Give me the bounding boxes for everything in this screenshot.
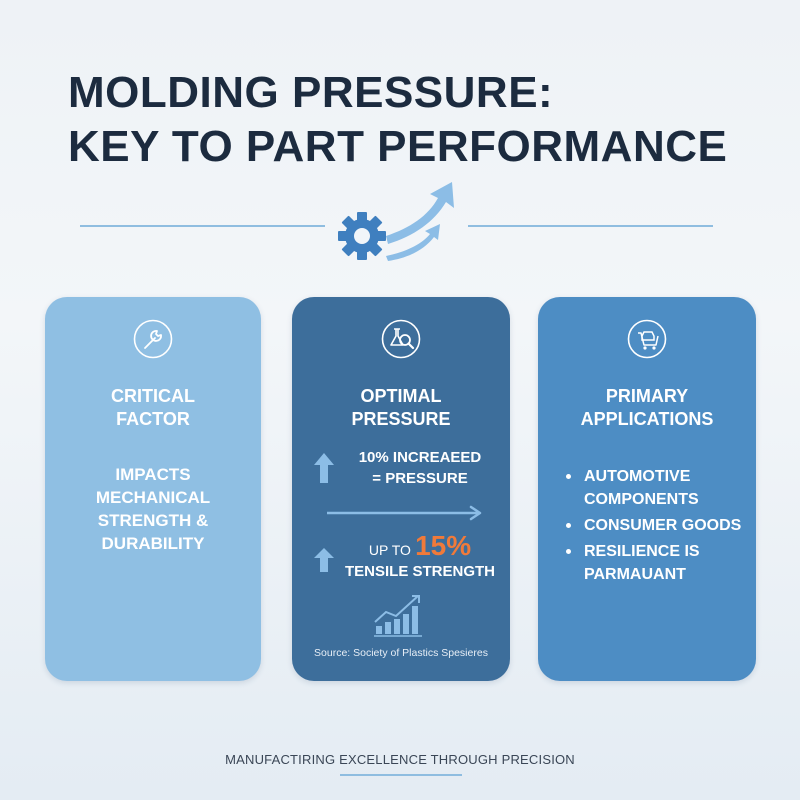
wrench-icon bbox=[133, 319, 173, 359]
card-optimal-pressure: OPTIMAL PRESSURE 10% INCREAEED = PRESSUR… bbox=[292, 297, 510, 681]
title-line-2: KEY TO PART PERFORMANCE bbox=[68, 122, 728, 171]
bar-chart-trend-icon bbox=[374, 595, 422, 637]
flask-magnifier-icon bbox=[381, 319, 421, 359]
gear-with-rising-arrows-icon bbox=[338, 182, 454, 261]
card-primary-applications: PRIMARY APPLICATIONS AUTOMOTIVE COMPONEN… bbox=[538, 297, 756, 681]
right-arrow-icon bbox=[327, 505, 482, 521]
stat-pressure-increase: 10% INCREAEED = PRESSURE bbox=[314, 447, 496, 489]
page-title: MOLDING PRESSURE: KEY TO PART PERFORMANC… bbox=[68, 66, 727, 174]
stat-tensile-strength: UP TO 15% TENSILE STRENGTH bbox=[314, 532, 496, 582]
footer-tagline: MANUFACTIRING EXCELLENCE THROUGH PRECISI… bbox=[225, 752, 575, 767]
source-citation: Source: Society of Plastics Spesieres bbox=[314, 647, 488, 659]
card-body: IMPACTS MECHANICAL STRENGTH & DURABILITY bbox=[95, 465, 211, 553]
card-title: OPTIMAL PRESSURE bbox=[351, 386, 451, 429]
divider-right bbox=[468, 225, 713, 227]
footer-underline bbox=[340, 774, 462, 776]
card-title: CRITICAL FACTOR bbox=[111, 386, 195, 429]
title-line-1: MOLDING PRESSURE: bbox=[68, 68, 554, 117]
car-cart-icon bbox=[627, 319, 667, 359]
arrow-up-icon bbox=[314, 453, 334, 483]
card-critical-factor: CRITICAL FACTOR IMPACTS MECHANICAL STREN… bbox=[45, 297, 261, 681]
list-item: RESILIENCE IS PARMAUANT bbox=[558, 540, 746, 586]
divider-left bbox=[80, 225, 325, 227]
highlight-percentage: 15% bbox=[415, 530, 472, 561]
applications-list: AUTOMOTIVE COMPONENTS CONSUMER GOODS RES… bbox=[558, 465, 746, 589]
arrow-up-icon bbox=[314, 547, 334, 572]
list-item: CONSUMER GOODS bbox=[558, 514, 746, 537]
card-title: PRIMARY APPLICATIONS bbox=[580, 386, 714, 429]
list-item: AUTOMOTIVE COMPONENTS bbox=[558, 465, 746, 511]
